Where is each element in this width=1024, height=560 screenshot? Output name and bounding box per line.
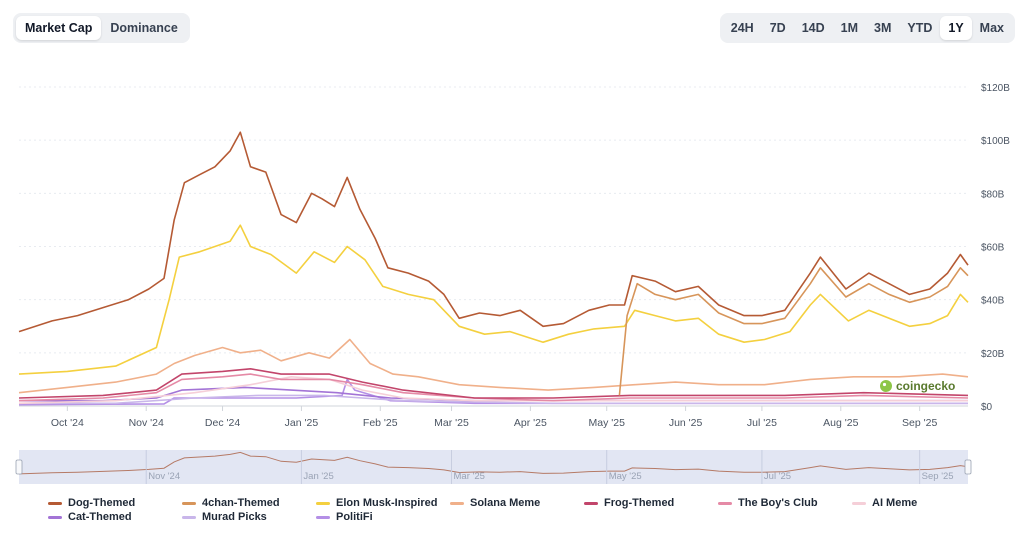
x-tick-label: Jan '25	[285, 417, 319, 429]
legend-item-4chan-themed[interactable]: 4chan-Themed	[182, 496, 316, 510]
legend-item-cat-themed[interactable]: Cat-Themed	[48, 510, 182, 524]
legend-swatch	[48, 501, 62, 505]
legend-swatch	[316, 501, 330, 505]
range-navigator[interactable]: Nov '24 Jan '25 Mar '25 May '25 Jul '25 Sep '…	[15, 450, 972, 484]
series-lines	[18, 131, 969, 406]
series-line-frog-themed	[18, 368, 969, 399]
range-7d-button[interactable]: 7D	[769, 21, 786, 35]
legend-label: Murad Picks	[202, 511, 267, 523]
legend-swatch	[316, 515, 330, 519]
legend-label: Cat-Themed	[68, 511, 132, 523]
legend-item-ai-meme[interactable]: AI Meme	[852, 496, 986, 510]
y-axis: $0 $20B $40B $60B $80B $100B $120B	[981, 83, 1010, 413]
legend-label: Frog-Themed	[604, 497, 675, 509]
series-line-the-boy-s-club	[18, 373, 969, 402]
x-axis: Oct '24 Nov '24 Dec '24 Jan '25 Feb '25 Mar '…	[51, 406, 937, 429]
navigator-tick-label: May '25	[609, 471, 642, 482]
legend-swatch	[48, 515, 62, 519]
legend-label: Elon Musk-Inspired	[336, 497, 438, 509]
series-line-elon-musk-inspired	[18, 224, 969, 375]
y-tick-label: $100B	[981, 136, 1010, 147]
legend-row: Cat-Themed Murad Picks PolitiFi	[48, 510, 988, 524]
x-tick-label: Jul '25	[747, 417, 777, 429]
range-max-button[interactable]: Max	[979, 21, 1004, 35]
navigator-background	[19, 450, 968, 484]
x-tick-label: Aug '25	[823, 417, 858, 429]
navigator-right-handle[interactable]	[964, 459, 972, 475]
series-line-murad-picks	[19, 394, 968, 405]
series-line-solana-meme	[18, 338, 969, 394]
legend-item-murad-picks[interactable]: Murad Picks	[182, 510, 316, 524]
x-tick-label: Jun '25	[669, 417, 703, 429]
x-tick-label: Feb '25	[363, 417, 398, 429]
legend-swatch	[584, 501, 598, 505]
navigator-left-handle[interactable]	[15, 459, 23, 475]
legend-swatch	[182, 501, 196, 505]
grid-lines	[19, 86, 968, 407]
legend-item-solana-meme[interactable]: Solana Meme	[450, 496, 584, 510]
navigator-tick-label: Mar '25	[454, 471, 485, 482]
range-1y-button[interactable]: 1Y	[940, 16, 972, 40]
navigator-ticks: Nov '24 Jan '25 Mar '25 May '25 Jul '25 Sep '…	[145, 450, 954, 484]
chart-legend: Dog-Themed 4chan-Themed Elon Musk-Inspired…	[48, 496, 988, 524]
legend-item-politifi[interactable]: PolitiFi	[316, 510, 450, 524]
series-line-dog-themed	[18, 131, 969, 333]
coingecko-logo-icon	[880, 380, 892, 392]
legend-label: Solana Meme	[470, 497, 541, 509]
series-line-ai-meme	[18, 376, 968, 405]
x-tick-label: Nov '24	[129, 417, 164, 429]
y-tick-label: $80B	[981, 189, 1005, 200]
navigator-tick-label: Nov '24	[148, 471, 180, 482]
series-line-4chan-themed	[618, 267, 969, 396]
legend-row: Dog-Themed 4chan-Themed Elon Musk-Inspired…	[48, 496, 988, 510]
x-tick-label: Dec '24	[205, 417, 240, 429]
legend-label: PolitiFi	[336, 511, 373, 523]
legend-item-frog-themed[interactable]: Frog-Themed	[584, 496, 718, 510]
legend-swatch	[718, 501, 732, 505]
watermark-text: coingecko	[896, 379, 955, 393]
legend-item-the-boy-s-club[interactable]: The Boy's Club	[718, 496, 852, 510]
x-tick-label: May '25	[588, 417, 625, 429]
legend-item-elon-musk-inspired[interactable]: Elon Musk-Inspired	[316, 496, 450, 510]
x-tick-label: Oct '24	[51, 417, 84, 429]
x-tick-label: Mar '25	[434, 417, 469, 429]
range-1m-button[interactable]: 1M	[840, 21, 858, 35]
market-cap-chart: $0 $20B $40B $60B $80B $100B $120B Oct '24 Nov …	[15, 83, 1010, 484]
metric-toggle: Market Cap Dominance	[13, 13, 190, 43]
legend-label: 4chan-Themed	[202, 497, 280, 509]
y-tick-label: $20B	[981, 349, 1005, 360]
navigator-tick-label: Sep '25	[922, 471, 954, 482]
range-14d-button[interactable]: 14D	[801, 21, 825, 35]
range-24h-button[interactable]: 24H	[730, 21, 754, 35]
y-tick-label: $120B	[981, 83, 1010, 94]
coingecko-logo-eye-icon	[882, 382, 887, 387]
time-range-selector: 24H 7D 14D 1M 3M YTD 1Y Max	[719, 13, 1015, 43]
legend-swatch	[182, 515, 196, 519]
legend-label: Dog-Themed	[68, 497, 136, 509]
range-3m-button[interactable]: 3M	[874, 21, 892, 35]
navigator-tick-label: Jan '25	[303, 471, 333, 482]
y-tick-label: $60B	[981, 243, 1005, 254]
x-tick-label: Apr '25	[514, 417, 547, 429]
legend-label: The Boy's Club	[738, 497, 818, 509]
tab-market-cap[interactable]: Market Cap	[16, 16, 102, 40]
legend-swatch	[450, 501, 464, 505]
range-ytd-button[interactable]: YTD	[907, 21, 933, 35]
x-tick-label: Sep '25	[902, 417, 937, 429]
coingecko-watermark: coingecko	[880, 379, 955, 393]
y-tick-label: $40B	[981, 296, 1005, 307]
y-tick-label: $0	[981, 402, 993, 413]
legend-swatch	[852, 501, 866, 505]
legend-label: AI Meme	[872, 497, 918, 509]
navigator-tick-label: Jul '25	[764, 471, 791, 482]
legend-item-dog-themed[interactable]: Dog-Themed	[48, 496, 182, 510]
tab-dominance[interactable]: Dominance	[110, 21, 178, 35]
